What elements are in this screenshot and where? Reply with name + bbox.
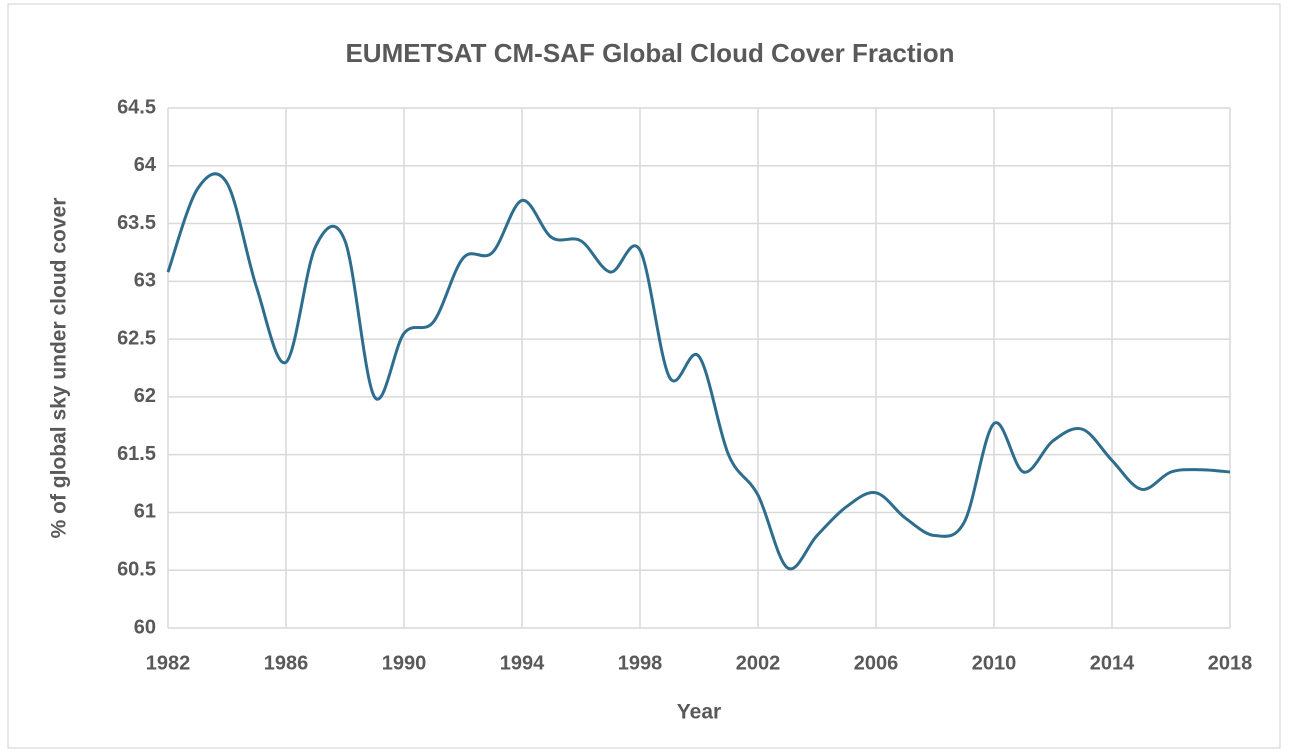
y-tick-label: 64 xyxy=(134,154,157,176)
y-tick-label: 60 xyxy=(134,616,156,638)
x-tick-label: 1986 xyxy=(264,652,309,674)
chart-frame xyxy=(7,3,1281,749)
y-tick-label: 62.5 xyxy=(117,327,156,349)
y-tick-label: 61.5 xyxy=(117,443,156,465)
data-line xyxy=(166,172,1231,571)
y-tick-label: 64.5 xyxy=(117,96,156,118)
y-tick-label: 62 xyxy=(134,385,156,407)
x-tick-label: 2006 xyxy=(854,652,899,674)
y-tick-label: 60.5 xyxy=(117,559,156,581)
y-tick-label: 61 xyxy=(134,501,156,523)
x-tick-label: 1982 xyxy=(146,652,191,674)
x-tick-label: 2014 xyxy=(1090,652,1135,674)
y-tick-label: 63 xyxy=(134,270,156,292)
x-tick-label: 2010 xyxy=(972,652,1017,674)
x-axis-title: Year xyxy=(677,701,721,724)
x-tick-label: 1998 xyxy=(618,652,663,674)
x-tick-label: 1994 xyxy=(500,652,545,674)
chart-title: EUMETSAT CM-SAF Global Cloud Cover Fract… xyxy=(345,38,954,68)
x-tick-label: 2002 xyxy=(736,652,781,674)
y-tick-label: 63.5 xyxy=(117,212,156,234)
y-axis-title: % of global sky under cloud cover xyxy=(48,198,71,539)
x-tick-label: 1990 xyxy=(382,652,427,674)
x-tick-label: 2018 xyxy=(1208,652,1253,674)
